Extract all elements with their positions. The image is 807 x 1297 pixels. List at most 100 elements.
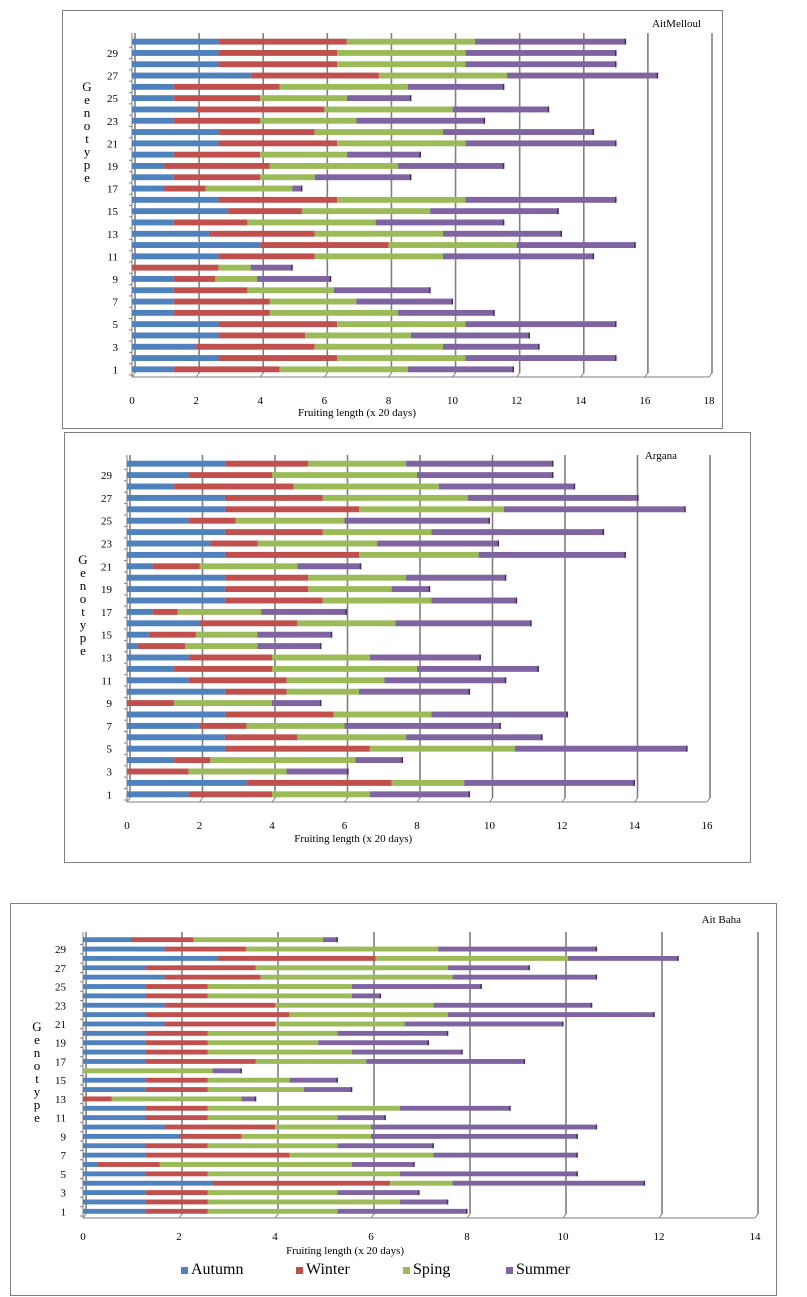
bar-summer-genotype-21 [404, 1021, 563, 1027]
bar-sping-genotype-6 [297, 734, 407, 741]
bar-end-cap [615, 196, 617, 203]
gridline-foot [706, 797, 711, 803]
chart-svg-aitbaha: 0 2 4 6 8 10 12 141357911131517192123252729Ait … [32, 914, 761, 1257]
bar-sping-genotype-16 [297, 620, 396, 627]
x-tick-label: 10 [447, 395, 459, 407]
gridline-foot [489, 797, 493, 803]
bar-winter-genotype-24 [145, 993, 208, 999]
bar-sping-genotype-11 [314, 253, 443, 260]
y-tick-label: 11 [55, 1113, 66, 1125]
bar-winter-genotype-24 [224, 529, 323, 536]
x-tick-label: 16 [702, 820, 714, 832]
bar-sping-genotype-24 [207, 993, 352, 999]
bar-summer-genotype-27 [507, 72, 658, 79]
bar-autumn-genotype-28 [127, 483, 175, 490]
bar-winter-genotype-10 [224, 688, 287, 695]
y-axis-label-letter: e [34, 1110, 40, 1125]
bar-end-cap [502, 83, 505, 90]
y-tick-label: 17 [107, 184, 119, 196]
bar-summer-genotype-18 [314, 174, 411, 181]
bar-sping-genotype-1 [272, 791, 370, 798]
y-axis-label-letter: n [80, 578, 87, 593]
bar-summer-genotype-12 [399, 1105, 511, 1111]
gridline-foot [452, 372, 456, 378]
bar-sping-genotype-4 [305, 332, 411, 339]
legend-label-winter: Winter [306, 1261, 350, 1278]
y-tick-label: 11 [107, 251, 118, 263]
bar-autumn-genotype-26 [127, 506, 225, 513]
bar-winter-genotype-8 [145, 1143, 208, 1149]
x-tick-label: 12 [654, 1231, 665, 1243]
y-tick-label: 21 [107, 138, 118, 150]
y-tick-label: 17 [101, 607, 113, 619]
x-tick-label: 8 [464, 1231, 470, 1243]
bar-summer-genotype-2 [399, 1199, 448, 1205]
bar-winter-genotype-23 [173, 117, 261, 124]
bar-sping-genotype-15 [195, 631, 258, 638]
chart-panel-argana: 0 2 4 6 8 10 12 14 16 1 3 5 7 9 11 13 15 17 19 21 23 25 27 29 Ar… [64, 432, 751, 863]
bar-summer-genotype-28 [567, 955, 679, 961]
bar-winter-genotype-5 [145, 1171, 208, 1177]
x-tick-label: 12 [511, 395, 522, 407]
gridline-foot [370, 1213, 375, 1219]
bar-sping-genotype-20 [260, 151, 347, 158]
bar-winter-genotype-21 [218, 140, 338, 147]
bar-end-cap [336, 1077, 338, 1083]
bar-autumn-genotype-13 [127, 654, 189, 661]
bar-summer-genotype-25 [346, 95, 411, 102]
bar-autumn-genotype-5 [127, 745, 225, 752]
bar-sping-genotype-13 [111, 1096, 242, 1102]
bar-sping-genotype-1 [279, 366, 408, 373]
bar-summer-genotype-19 [398, 163, 504, 169]
bar-winter-genotype-22 [145, 1012, 290, 1018]
bar-summer-genotype-1 [337, 1208, 467, 1214]
bar-end-cap [576, 1133, 578, 1139]
y-axis-label-letter: o [84, 118, 91, 133]
bar-end-cap [384, 1115, 386, 1121]
bar-autumn-genotype-6 [83, 1162, 98, 1167]
bar-summer-genotype-11 [337, 1115, 386, 1121]
bar-end-cap [504, 574, 507, 581]
gridline-foot [754, 1213, 759, 1219]
bar-autumn-genotype-22 [132, 129, 219, 135]
bar-sping-genotype-17 [255, 1059, 367, 1064]
bar-sping-genotype-21 [337, 140, 466, 147]
bar-sping-genotype-2 [337, 355, 466, 361]
bar-sping-genotype-14 [185, 643, 258, 650]
bar-end-cap [595, 946, 598, 952]
gridline-foot [516, 372, 521, 378]
y-axis-label-letter: e [84, 92, 90, 107]
bar-sping-genotype-25 [235, 517, 345, 524]
bar-end-cap [291, 264, 293, 271]
bar-winter-genotype-4 [174, 757, 211, 764]
y-axis-label-letter: t [81, 604, 85, 619]
bar-summer-genotype-3 [286, 768, 349, 775]
bar-end-cap [541, 734, 543, 741]
legend-label-summer: Summer [516, 1261, 571, 1278]
bar-end-cap [633, 779, 635, 786]
bar-end-cap [336, 937, 338, 943]
x-tick-label: 18 [704, 395, 716, 407]
bar-winter-genotype-9 [179, 1133, 242, 1139]
bar-end-cap [509, 1105, 511, 1111]
bar-autumn-genotype-5 [83, 1171, 146, 1177]
bar-winter-genotype-25 [145, 984, 208, 989]
bar-summer-genotype-9 [371, 1133, 578, 1139]
bar-sping-genotype-8 [333, 711, 432, 718]
bar-end-cap [637, 494, 639, 501]
bar-end-cap [483, 117, 486, 124]
gridline-foot [274, 1213, 279, 1219]
bar-autumn-genotype-12 [132, 242, 261, 248]
bar-winter-genotype-22 [218, 129, 315, 135]
y-tick-label: 15 [107, 206, 119, 218]
bar-sping-genotype-27 [255, 965, 448, 971]
bar-end-cap [515, 597, 518, 604]
bar-autumn-genotype-22 [83, 1012, 146, 1018]
bar-summer-genotype-30 [323, 937, 338, 943]
bar-autumn-genotype-8 [83, 1143, 146, 1149]
y-tick-label: 27 [107, 71, 119, 83]
bar-summer-genotype-25 [351, 984, 482, 989]
y-axis-label-letter: G [32, 1019, 41, 1034]
bar-end-cap [429, 287, 431, 294]
bar-autumn-genotype-6 [127, 734, 225, 741]
